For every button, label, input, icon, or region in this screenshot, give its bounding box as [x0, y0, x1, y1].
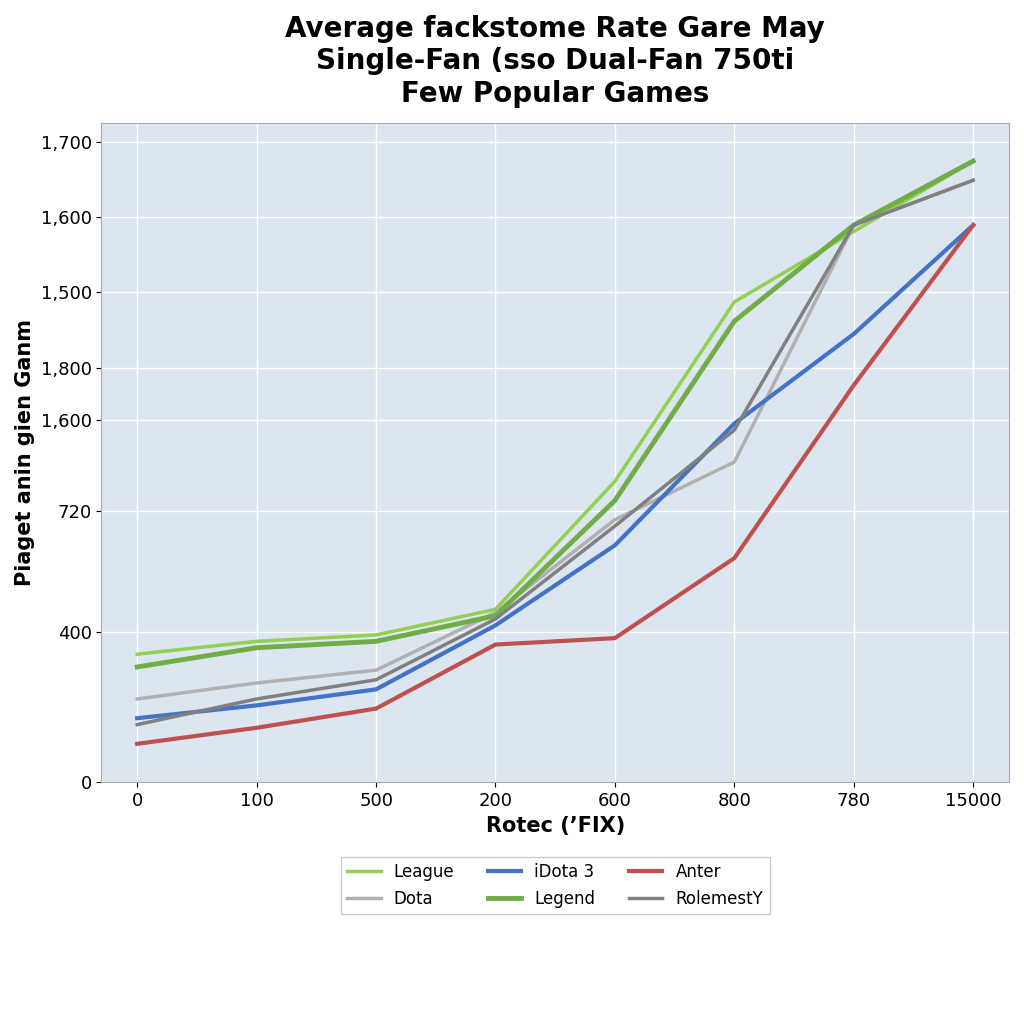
RolemestY: [728, 424, 740, 436]
Dota: [967, 174, 979, 186]
Anter: [608, 632, 621, 644]
Line: Dota: Dota: [137, 180, 973, 699]
Legend: (1, 357): (1, 357): [251, 642, 263, 654]
RolemestY: [370, 674, 382, 686]
Legend: (4, 748): (4, 748): [608, 495, 621, 507]
Dota: [608, 513, 621, 525]
Line: Anter: Anter: [137, 225, 973, 743]
iDota 3: [608, 540, 621, 552]
Anter: [967, 219, 979, 231]
iDota 3: [489, 620, 502, 632]
Anter: [848, 379, 860, 391]
RolemestY: [848, 219, 860, 231]
Line: League: League: [137, 161, 973, 654]
Legend: (7, 1.65e+03): (7, 1.65e+03): [967, 155, 979, 167]
RolemestY: [131, 719, 143, 731]
League: [848, 225, 860, 238]
Anter: [489, 638, 502, 650]
Anter: [251, 722, 263, 734]
iDota 3: [848, 328, 860, 340]
Legend: (5, 1.22e+03): (5, 1.22e+03): [728, 315, 740, 328]
RolemestY: [489, 612, 502, 625]
iDota 3: [131, 712, 143, 724]
X-axis label: Rotec (’FIX): Rotec (’FIX): [485, 815, 625, 836]
Dota: [251, 677, 263, 689]
Legend: (3, 442): (3, 442): [489, 609, 502, 622]
Dota: [131, 693, 143, 706]
League: [131, 648, 143, 660]
Anter: [370, 702, 382, 715]
Legend: (2, 374): (2, 374): [370, 635, 382, 647]
Legend: (6, 1.48e+03): (6, 1.48e+03): [848, 219, 860, 231]
iDota 3: [370, 683, 382, 695]
Anter: [131, 737, 143, 750]
Legend: (0, 306): (0, 306): [131, 660, 143, 673]
Y-axis label: Piaget anin gien Ganm: Piaget anin gien Ganm: [15, 318, 35, 586]
League: [728, 296, 740, 308]
Title: Average fackstome Rate Gare May
Single-Fan (sso Dual-Fan 750ti
Few Popular Games: Average fackstome Rate Gare May Single-F…: [286, 15, 825, 108]
Dota: [370, 664, 382, 676]
Line: RolemestY: RolemestY: [137, 180, 973, 725]
Dota: [489, 606, 502, 618]
Legend: League, Dota, iDota 3, Legend, Anter, RolemestY: League, Dota, iDota 3, Legend, Anter, Ro…: [341, 856, 770, 914]
Dota: [848, 219, 860, 231]
Line: iDota 3: iDota 3: [137, 225, 973, 718]
RolemestY: [967, 174, 979, 186]
League: [251, 635, 263, 647]
RolemestY: [608, 520, 621, 532]
iDota 3: [728, 418, 740, 430]
Line: Legend: Legend: [137, 161, 973, 667]
Dota: [728, 456, 740, 468]
iDota 3: [967, 219, 979, 231]
League: [608, 475, 621, 487]
League: [489, 603, 502, 615]
League: [967, 155, 979, 167]
RolemestY: [251, 693, 263, 706]
Anter: [728, 552, 740, 564]
League: [370, 629, 382, 641]
iDota 3: [251, 699, 263, 712]
